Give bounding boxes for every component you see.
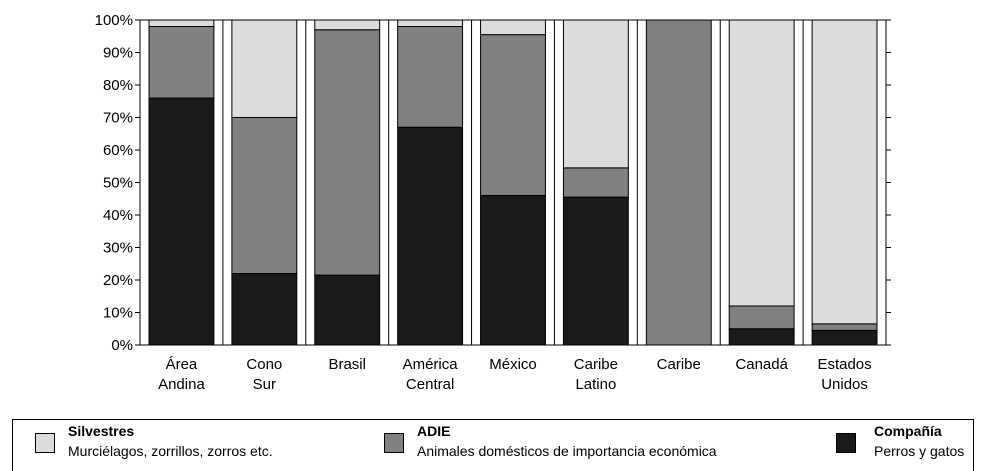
y-tick-label: 40% xyxy=(103,207,133,224)
y-tick-label: 50% xyxy=(103,175,133,192)
bar-segment-adie xyxy=(811,323,878,331)
bar-segment-adie xyxy=(397,26,464,128)
legend-desc: Perros y gatos xyxy=(874,443,965,459)
y-tick-label: 60% xyxy=(103,142,133,159)
bar-segment-adie xyxy=(728,305,795,330)
y-tick-label: 0% xyxy=(111,337,133,354)
x-category-label: Latino xyxy=(575,376,616,393)
x-category-label: América xyxy=(403,356,459,373)
x-category-label: Área xyxy=(166,356,198,373)
bar-segment-adie xyxy=(148,26,215,99)
x-category-label: Cono xyxy=(246,356,282,373)
bar-segment-adie xyxy=(314,29,381,276)
legend-name: Silvestres xyxy=(68,423,135,439)
plot-frame xyxy=(139,19,887,346)
bar-segment-compaa xyxy=(314,274,381,346)
bar-segment-silvestres xyxy=(728,19,795,307)
legend-name: ADIE xyxy=(417,423,451,439)
bar-segment-adie xyxy=(645,19,712,346)
bar-segment-compaa xyxy=(148,97,215,346)
x-category-label: Sur xyxy=(253,376,276,393)
bars xyxy=(148,19,878,346)
bar-segment-compaa xyxy=(480,195,546,346)
x-category-label: Brasil xyxy=(328,356,366,373)
bar-segment-adie xyxy=(562,167,629,198)
y-tick-label: 30% xyxy=(103,240,133,257)
bar-segment-compaa xyxy=(397,126,464,346)
legend-swatch-compania xyxy=(836,433,856,453)
bar-segment-compaa xyxy=(811,329,878,346)
x-category-label: Unidos xyxy=(821,376,868,393)
legend-desc: Animales domésticos de importancia econó… xyxy=(417,443,717,459)
bar-segment-silvestres xyxy=(562,19,629,169)
bar-segment-adie xyxy=(480,34,546,196)
legend-swatch-silvestres xyxy=(35,433,55,453)
bar-segment-silvestres xyxy=(811,19,878,325)
x-category-label: Caribe xyxy=(574,356,618,373)
x-category-label: Caribe xyxy=(657,356,701,373)
y-axis: 0% 10% 20% 30% 40% 50% 60% 70% 80% 90% 100% xyxy=(95,12,891,354)
x-axis-labels: Área Andina Cono Sur Brasil América Central Méx… xyxy=(158,356,872,393)
bar-segment-adie xyxy=(231,117,298,274)
y-tick-label: 20% xyxy=(103,272,133,289)
bar-segment-silvestres xyxy=(148,19,215,27)
legend-desc: Murciélagos, zorrillos, zorros etc. xyxy=(68,443,273,459)
bar-segment-compaa xyxy=(562,196,629,346)
bar-segment-silvestres xyxy=(314,19,381,31)
legend: Silvestres Murciélagos, zorrillos, zorro… xyxy=(12,419,974,471)
bar-segment-silvestres xyxy=(397,19,464,27)
y-tick-label: 70% xyxy=(103,110,133,127)
legend-name: Compañía xyxy=(874,423,942,439)
y-tick-label: 10% xyxy=(103,305,133,322)
x-category-label: Canadá xyxy=(735,356,788,373)
y-tick-label: 100% xyxy=(95,12,133,29)
legend-swatch-adie xyxy=(384,433,404,453)
bar-segment-silvestres xyxy=(231,19,298,118)
y-tick-label: 90% xyxy=(103,45,133,62)
y-tick-label: 80% xyxy=(103,77,133,94)
bar-segment-silvestres xyxy=(480,19,546,36)
stacked-bar-chart: 0% 10% 20% 30% 40% 50% 60% 70% 80% 90% 100% Área An… xyxy=(95,12,891,393)
bar-segment-compaa xyxy=(231,273,298,346)
x-category-label: Central xyxy=(406,376,454,393)
x-category-label: Estados xyxy=(817,356,871,373)
x-category-label: México xyxy=(489,356,537,373)
x-category-label: Andina xyxy=(158,376,205,393)
bar-segment-compaa xyxy=(728,328,795,346)
